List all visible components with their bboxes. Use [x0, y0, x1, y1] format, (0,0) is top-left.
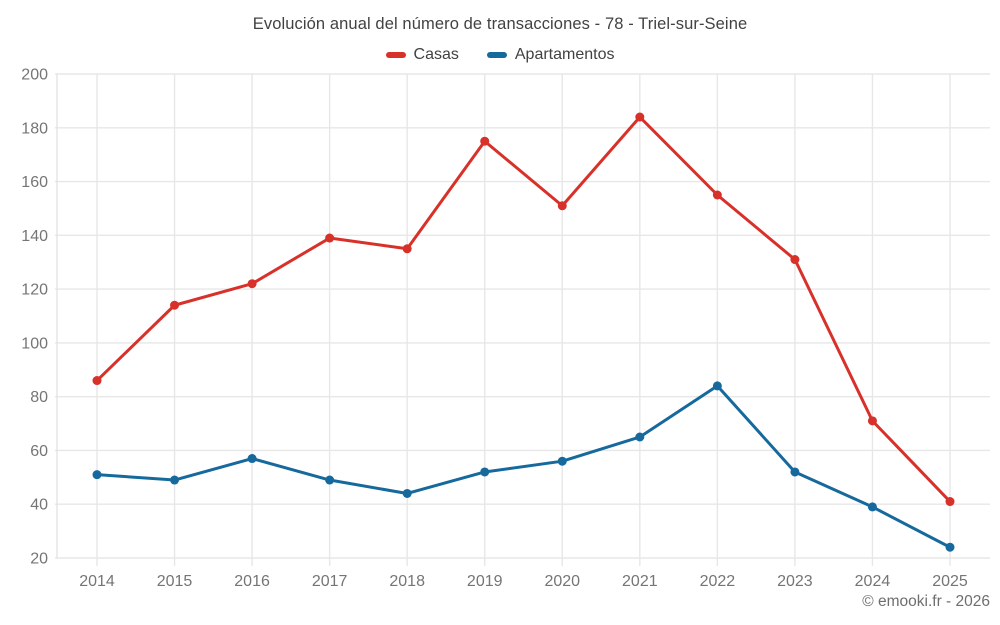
- point-apartamentos-2014[interactable]: [92, 470, 102, 480]
- copyright-text: © emooki.fr - 2026: [862, 593, 990, 610]
- point-casas-2022[interactable]: [712, 190, 722, 200]
- point-apartamentos-2016[interactable]: [247, 454, 257, 464]
- point-casas-2021[interactable]: [635, 112, 645, 122]
- point-apartamentos-2021[interactable]: [635, 432, 645, 442]
- casas-line: [95, 115, 952, 504]
- point-casas-2019[interactable]: [480, 136, 490, 146]
- x-tick-label: 2024: [855, 573, 891, 590]
- point-casas-2014[interactable]: [92, 376, 102, 386]
- x-tick-label: 2021: [622, 573, 658, 590]
- y-tick-label: 100: [21, 335, 48, 352]
- point-casas-2025[interactable]: [945, 497, 955, 507]
- x-tick-label: 2018: [389, 573, 425, 590]
- x-tick-label: 2020: [544, 573, 580, 590]
- x-tick-label: 2023: [777, 573, 813, 590]
- point-apartamentos-2015[interactable]: [170, 475, 180, 485]
- x-tick-label: 2022: [700, 573, 736, 590]
- x-tick-label: 2016: [234, 573, 270, 590]
- y-tick-label: 140: [21, 228, 48, 245]
- legend-label-casas: Casas: [413, 46, 459, 63]
- x-tick-label: 2019: [467, 573, 503, 590]
- chart-legend: Casas Apartamentos: [0, 46, 1000, 64]
- y-tick-label: 40: [30, 497, 48, 514]
- x-tick-label: 2025: [932, 573, 968, 590]
- y-tick-label: 200: [21, 67, 48, 84]
- point-apartamentos-2022[interactable]: [712, 381, 722, 391]
- y-tick-label: 80: [30, 389, 48, 406]
- casas-series-swatch-icon: [385, 52, 406, 58]
- x-tick-label: 2017: [312, 573, 348, 590]
- point-apartamentos-2023[interactable]: [790, 467, 800, 477]
- y-tick-label: 180: [21, 120, 48, 137]
- point-apartamentos-2024[interactable]: [867, 502, 877, 512]
- point-apartamentos-2018[interactable]: [402, 488, 412, 498]
- point-casas-2016[interactable]: [247, 279, 257, 289]
- point-apartamentos-2017[interactable]: [325, 475, 335, 485]
- chart-title: Evolución anual del número de transaccio…: [252, 15, 748, 33]
- x-tick-label: 2014: [79, 573, 115, 590]
- y-tick-label: 20: [30, 551, 48, 568]
- point-apartamentos-2019[interactable]: [480, 467, 490, 477]
- point-casas-2024[interactable]: [867, 416, 877, 426]
- y-tick-label: 160: [21, 174, 48, 191]
- legend-item-casas[interactable]: Casas: [385, 46, 459, 64]
- x-tick-label: 2015: [157, 573, 193, 590]
- point-apartamentos-2020[interactable]: [557, 456, 567, 466]
- point-casas-2017[interactable]: [325, 233, 335, 243]
- point-apartamentos-2025[interactable]: [945, 542, 955, 552]
- y-tick-label: 120: [21, 282, 48, 299]
- y-tick-label: 60: [30, 443, 48, 460]
- point-casas-2023[interactable]: [790, 255, 800, 265]
- legend-item-apartamentos[interactable]: Apartamentos: [486, 46, 615, 64]
- legend-label-apartamentos: Apartamentos: [514, 46, 615, 63]
- apartamentos-line: [95, 384, 952, 549]
- point-casas-2020[interactable]: [557, 201, 567, 211]
- point-casas-2015[interactable]: [170, 300, 180, 310]
- apartamentos-series-swatch-icon: [486, 52, 507, 58]
- point-casas-2018[interactable]: [402, 244, 412, 254]
